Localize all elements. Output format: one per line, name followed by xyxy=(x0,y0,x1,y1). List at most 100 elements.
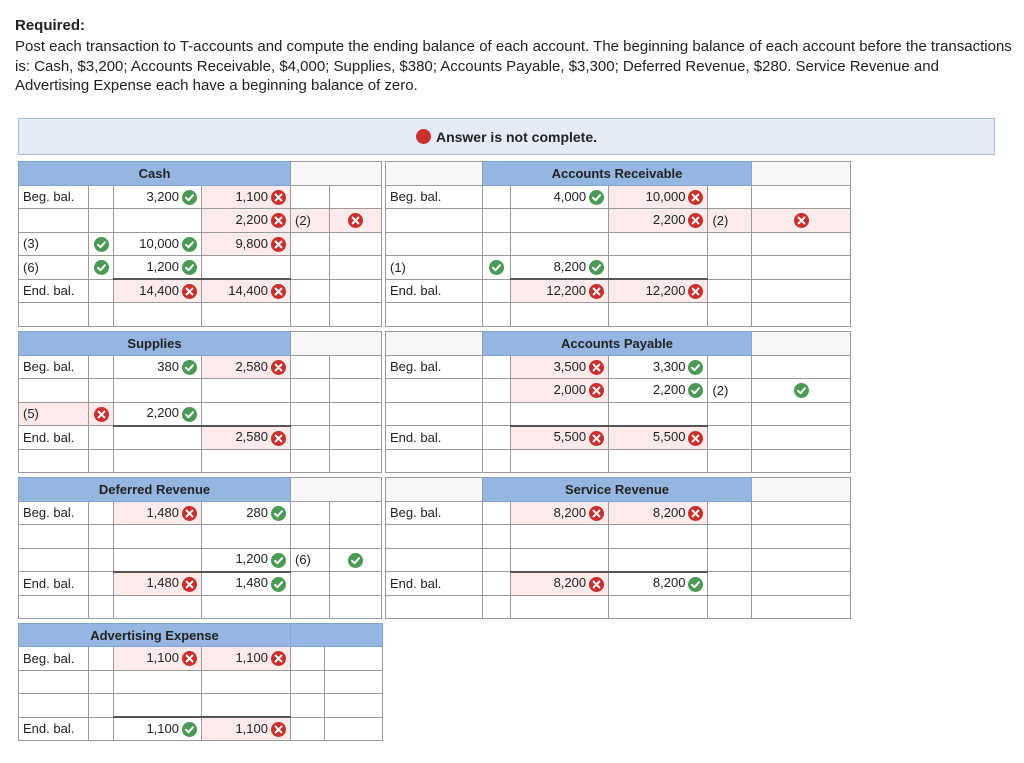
credit-field[interactable]: 2,200 xyxy=(608,378,709,403)
ref-field[interactable] xyxy=(707,524,752,549)
credit-field[interactable] xyxy=(608,401,709,426)
ref-field[interactable] xyxy=(290,716,325,741)
credit-field[interactable]: 14,400 xyxy=(201,278,291,303)
debit-field[interactable] xyxy=(509,231,610,256)
ref-field[interactable] xyxy=(707,354,752,379)
debit-field[interactable]: 380 xyxy=(113,354,202,379)
credit-field[interactable] xyxy=(608,255,709,280)
ref-field[interactable] xyxy=(290,231,330,256)
credit-field[interactable] xyxy=(201,524,291,549)
ref-field[interactable] xyxy=(290,278,330,303)
ref-field[interactable] xyxy=(290,693,325,718)
credit-field[interactable]: 1,480 xyxy=(201,570,291,596)
ref-field[interactable] xyxy=(290,378,330,403)
debit-field[interactable] xyxy=(509,208,610,233)
ref-field[interactable] xyxy=(290,425,330,450)
credit-field[interactable] xyxy=(201,255,291,280)
ref-field[interactable] xyxy=(290,571,330,596)
debit-value: 1,480 xyxy=(146,504,179,520)
debit-field[interactable] xyxy=(113,424,202,450)
debit-field[interactable] xyxy=(113,693,202,718)
debit-field[interactable]: 12,200 xyxy=(509,278,610,303)
t-account-service-revenue: Service Revenue Beg. bal. 8,200 8,200 End. b… xyxy=(385,477,851,619)
debit-field[interactable]: 1,480 xyxy=(113,500,202,525)
credit-field[interactable]: 9,800 xyxy=(201,231,291,256)
credit-field[interactable]: 1,100 xyxy=(201,184,291,209)
credit-field[interactable]: 2,200 xyxy=(201,208,291,233)
debit-field[interactable]: 8,200 xyxy=(509,255,610,280)
ref-field[interactable] xyxy=(707,231,752,256)
debit-field[interactable]: 2,000 xyxy=(509,378,610,403)
credit-field[interactable]: 2,580 xyxy=(201,354,291,379)
debit-field[interactable]: 3,500 xyxy=(509,354,610,379)
ref-field[interactable]: (2) xyxy=(707,208,752,233)
x-circle-icon xyxy=(182,576,197,592)
debit-field[interactable]: 8,200 xyxy=(509,570,610,596)
debit-field[interactable] xyxy=(509,524,610,549)
ref-field[interactable] xyxy=(290,184,330,209)
debit-field[interactable]: 2,200 xyxy=(113,401,202,426)
debit-value: 8,200 xyxy=(553,575,587,591)
credit-field[interactable] xyxy=(201,693,291,718)
debit-field[interactable]: 1,100 xyxy=(113,716,202,741)
check-circle-icon xyxy=(688,576,704,592)
credit-field[interactable]: 8,200 xyxy=(608,570,709,596)
ref-field[interactable] xyxy=(290,255,330,280)
credit-field[interactable]: 12,200 xyxy=(608,278,709,303)
credit-field[interactable]: 1,100 xyxy=(201,646,291,671)
ref-field[interactable] xyxy=(707,425,752,450)
credit-field[interactable]: 3,300 xyxy=(608,354,709,379)
debit-field[interactable]: 10,000 xyxy=(113,231,202,256)
debit-field[interactable] xyxy=(509,401,610,426)
debit-field[interactable] xyxy=(113,547,202,572)
credit-field[interactable] xyxy=(608,524,709,549)
ref-field[interactable] xyxy=(290,500,330,525)
debit-field[interactable] xyxy=(113,524,202,549)
credit-field[interactable]: 2,200 xyxy=(608,208,709,233)
credit-field[interactable] xyxy=(201,401,291,426)
credit-field[interactable]: 10,000 xyxy=(608,184,709,209)
ref-field[interactable]: (2) xyxy=(290,208,330,233)
debit-field[interactable]: 1,200 xyxy=(113,255,202,280)
debit-field[interactable]: 5,500 xyxy=(509,424,610,450)
debit-field[interactable]: 3,200 xyxy=(113,184,202,209)
credit-field[interactable]: 1,200 xyxy=(201,547,291,572)
ref-field[interactable] xyxy=(707,255,752,280)
debit-field[interactable]: 8,200 xyxy=(509,500,610,525)
credit-field[interactable] xyxy=(608,547,709,572)
credit-field[interactable] xyxy=(201,378,291,403)
credit-field[interactable]: 280 xyxy=(201,500,291,525)
credit-field[interactable]: 8,200 xyxy=(608,500,709,525)
debit-field[interactable]: 1,100 xyxy=(113,646,202,671)
ref-field[interactable]: (2) xyxy=(707,378,752,403)
ref-field[interactable] xyxy=(707,547,752,572)
ref-field[interactable] xyxy=(707,401,752,426)
ref-field[interactable] xyxy=(707,278,752,303)
ref-field[interactable] xyxy=(707,571,752,596)
credit-value: 12,200 xyxy=(645,282,686,298)
debit-field[interactable] xyxy=(509,547,610,572)
ref-field[interactable] xyxy=(290,524,330,549)
ref-label: (2) xyxy=(295,212,311,228)
debit-field[interactable]: 4,000 xyxy=(509,184,610,209)
credit-field[interactable]: 5,500 xyxy=(608,424,709,450)
ref-field[interactable] xyxy=(290,669,325,694)
ref-field[interactable]: (6) xyxy=(290,547,330,572)
ref-field[interactable] xyxy=(707,184,752,209)
debit-value: 3,500 xyxy=(553,358,587,374)
debit-field[interactable] xyxy=(113,208,202,233)
debit-field[interactable]: 14,400 xyxy=(113,278,202,303)
credit-field[interactable] xyxy=(201,669,291,694)
debit-field[interactable] xyxy=(113,669,202,694)
credit-field[interactable] xyxy=(608,231,709,256)
credit-field[interactable]: 1,100 xyxy=(201,716,291,741)
debit-field[interactable] xyxy=(113,378,202,403)
check-circle-icon xyxy=(182,189,197,205)
credit-field[interactable]: 2,580 xyxy=(201,424,291,450)
ref-field[interactable] xyxy=(290,646,325,671)
ref-field[interactable] xyxy=(290,401,330,426)
table-row: End. bal. 8,200 8,200 xyxy=(385,570,851,596)
ref-field[interactable] xyxy=(290,354,330,379)
debit-field[interactable]: 1,480 xyxy=(113,570,202,596)
ref-field[interactable] xyxy=(707,500,752,525)
